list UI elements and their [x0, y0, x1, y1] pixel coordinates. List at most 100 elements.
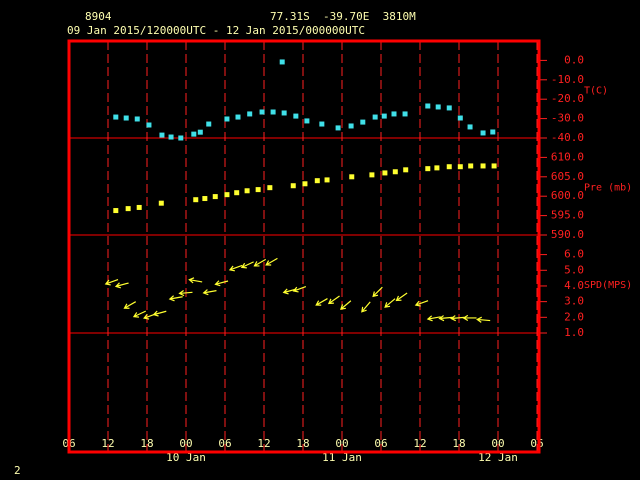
wind-arrow	[265, 257, 278, 266]
data-point	[279, 59, 285, 65]
wind-arrow	[438, 315, 453, 322]
y-tick-label: 0.0	[564, 53, 584, 66]
x-tick-label: 00	[491, 437, 504, 450]
x-tick-label: 12	[257, 437, 270, 450]
wind-arrow	[202, 289, 217, 296]
y-tick-label: -20.0	[551, 92, 584, 105]
y-tick-label: -40.0	[551, 131, 584, 144]
y-tick-label: 3.0	[564, 295, 584, 308]
data-point	[434, 165, 440, 171]
wind-arrow	[372, 286, 383, 298]
data-point	[302, 181, 308, 187]
wind-arrow	[292, 285, 307, 293]
wind-arrow	[188, 277, 203, 284]
data-point	[349, 174, 355, 180]
data-point	[392, 169, 398, 175]
wind-arrow	[426, 315, 441, 322]
data-point	[134, 116, 140, 122]
data-point	[372, 114, 378, 120]
data-point	[212, 194, 218, 200]
y-tick-label: 605.0	[551, 170, 584, 183]
data-point	[290, 183, 296, 189]
y-tick-label: 610.0	[551, 150, 584, 163]
y-tick-label: 1.0	[564, 326, 584, 339]
wind-arrow	[340, 300, 352, 310]
wind-arrow	[315, 298, 328, 306]
data-point	[425, 103, 431, 109]
wind-arrow	[462, 314, 477, 322]
x-tick-label: 18	[452, 437, 465, 450]
data-point	[197, 129, 203, 135]
data-point	[270, 109, 276, 115]
day-label: 12 Jan	[478, 451, 518, 464]
data-point	[281, 110, 287, 116]
data-point	[113, 114, 119, 120]
station-id: 8904	[85, 10, 112, 23]
data-point	[457, 164, 463, 170]
wind-arrow	[450, 315, 465, 322]
data-point	[267, 185, 273, 191]
data-point	[324, 177, 330, 183]
data-point	[191, 131, 197, 137]
data-point	[435, 104, 441, 110]
data-point	[446, 105, 452, 111]
y-tick-label: 2.0	[564, 310, 584, 323]
data-point	[480, 163, 486, 169]
data-point	[314, 178, 320, 184]
x-tick-label: 12	[413, 437, 426, 450]
data-point	[360, 119, 366, 125]
x-tick-label: 12	[101, 437, 114, 450]
wind-arrow	[152, 310, 167, 317]
y-tick-label: 6.0	[564, 248, 584, 261]
x-tick-label: 18	[140, 437, 153, 450]
data-point	[369, 172, 375, 178]
data-point	[136, 204, 142, 210]
data-point	[125, 206, 131, 212]
y-tick-label: 4.0	[564, 279, 584, 292]
data-point	[381, 113, 387, 119]
wind-arrow	[240, 261, 254, 269]
data-point	[224, 116, 230, 122]
data-point	[382, 170, 388, 176]
page-number: 2	[14, 464, 21, 477]
y-tick-label: -30.0	[551, 112, 584, 125]
data-point	[319, 121, 325, 127]
y-tick-label: 590.0	[551, 228, 584, 241]
data-point	[202, 196, 208, 202]
data-point	[403, 167, 409, 173]
wind-arrow	[395, 292, 408, 302]
data-point	[146, 122, 152, 128]
wind-arrow	[476, 316, 491, 323]
data-point	[113, 208, 119, 214]
data-point	[178, 135, 184, 141]
wind-arrow	[178, 289, 193, 297]
wind-arrow	[361, 301, 371, 313]
station-location: 77.31S -39.70E 3810M	[270, 10, 416, 23]
wind-arrow	[384, 298, 396, 308]
data-point	[467, 124, 473, 130]
y-tick-label: -10.0	[551, 73, 584, 86]
data-point	[402, 111, 408, 117]
wind-arrow	[414, 300, 429, 307]
data-point	[457, 115, 463, 121]
data-point	[123, 115, 129, 121]
x-tick-label: 06	[218, 437, 231, 450]
data-point	[348, 123, 354, 129]
data-point	[446, 164, 452, 170]
data-point	[425, 166, 431, 172]
data-point	[293, 113, 299, 119]
wind-arrow	[228, 264, 243, 272]
wind-arrow	[214, 280, 229, 287]
wind-arrow	[132, 310, 146, 318]
day-label: 11 Jan	[322, 451, 362, 464]
wind-arrow	[114, 282, 129, 289]
wind-arrow	[104, 278, 119, 286]
data-point	[247, 111, 253, 117]
axis-label: SPD(MPS)	[584, 280, 632, 291]
wind-arrow	[123, 301, 137, 309]
day-label: 10 Jan	[166, 451, 206, 464]
data-point	[158, 200, 164, 206]
data-point	[224, 192, 230, 198]
data-point	[206, 121, 212, 127]
